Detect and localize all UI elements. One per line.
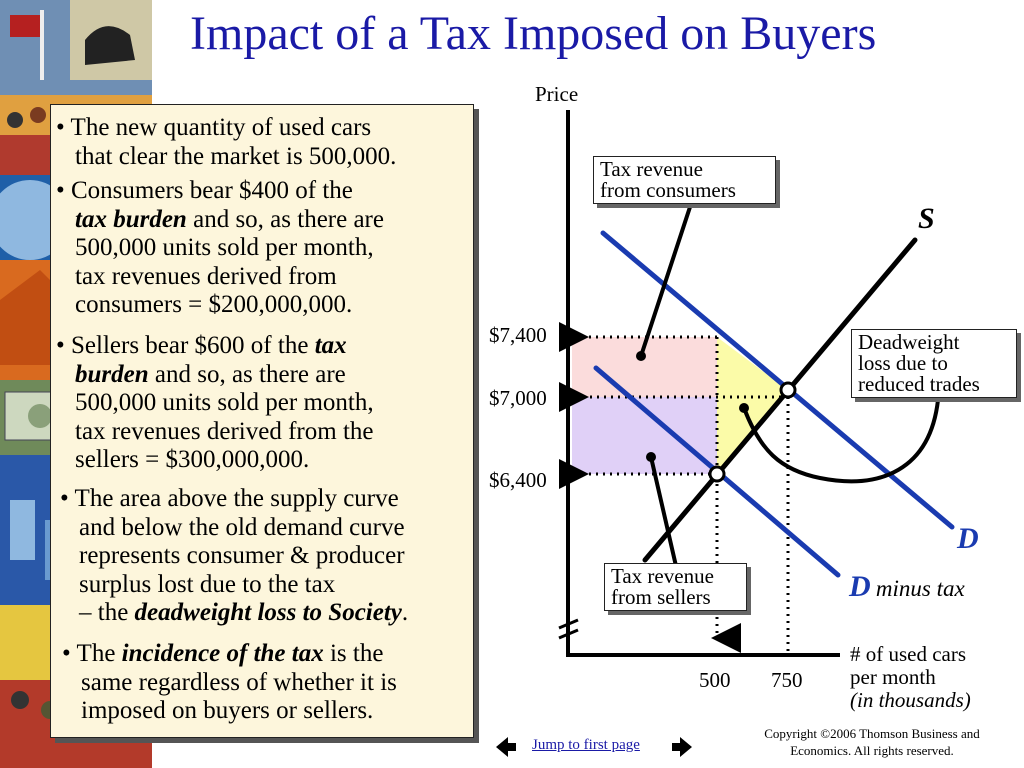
callout-tax-revenue-consumers: Tax revenue from consumers [593, 156, 776, 204]
bullet-tax-incidence: • The incidence of the tax is the same r… [62, 640, 397, 726]
pre-tax-equilibrium-point [779, 381, 797, 399]
bullet-new-quantity: • The new quantity of used cars that cle… [56, 114, 396, 171]
price-tick-7400: $7,400 [489, 323, 547, 347]
incidence-term: incidence of the tax [121, 640, 324, 667]
callout-line: Tax revenue [600, 157, 703, 181]
callout-line: loss due to [858, 351, 948, 375]
tax-burden-term: tax burden [75, 205, 187, 233]
consumer-callout-dot [636, 351, 646, 361]
bullet-line: tax revenues derived from the [75, 417, 374, 445]
jump-to-first-page-link[interactable]: Jump to first page [532, 737, 640, 753]
price-tick-7000: $7,000 [489, 386, 547, 410]
axes [566, 110, 840, 657]
bullet-line: that clear the market is 500,000. [75, 142, 397, 170]
bullet-line: 500,000 units sold per month, [75, 389, 374, 416]
tax-term: tax [314, 332, 347, 359]
callout-line: from consumers [600, 178, 736, 202]
bullet-line: and below the old demand curve [79, 513, 405, 541]
x-axis-label: # of used cars per month (in thousands) [850, 643, 971, 712]
bullet-text: is the [323, 640, 384, 667]
bullet-line: surplus lost due to the tax [79, 570, 336, 598]
bullet-deadweight-loss: • The area above the supply curve and be… [60, 485, 408, 628]
demand-minus-tax-suffix: minus tax [875, 576, 965, 601]
page-title: Impact of a Tax Imposed on Buyers [190, 7, 877, 60]
bullet-sellers-burden: • Sellers bear $600 of the tax burden an… [56, 332, 374, 475]
bullet-panel [50, 104, 474, 738]
consumer-callout-pointer [639, 205, 692, 358]
bullet-consumers-burden: • Consumers bear $400 of the tax burden … [56, 177, 384, 320]
deadweight-callout-pointer [742, 398, 940, 484]
dotted-guides [559, 322, 790, 653]
seller-callout-dot [646, 452, 656, 462]
bullet-line: • Consumers bear $400 of the [56, 177, 353, 204]
y-axis-label: Price [535, 82, 579, 106]
seller-callout-pointer [649, 455, 678, 568]
bullet-text: . [401, 599, 409, 626]
callout-deadweight-loss: Deadweight loss due to reduced trades [851, 329, 1017, 398]
price-tick-6400: $6,400 [489, 468, 547, 492]
x-axis-unit: (in thousands) [850, 688, 971, 712]
supply-curve [642, 237, 918, 563]
deadweight-term: deadweight loss to Society [134, 599, 402, 626]
callout-line: Tax revenue [611, 564, 714, 588]
bullet-line: • The new quantity of used cars [56, 114, 372, 141]
copyright-notice: Copyright ©2006 Thomson Business and Eco… [742, 725, 1002, 759]
quantity-tick-500: 500 [699, 668, 731, 692]
bullet-line: consumers = $200,000,000. [75, 291, 353, 318]
bullet-line: tax burden and so, as there are [56, 206, 384, 235]
bullet-text: and so, as there are [186, 205, 384, 233]
copyright-line: Copyright ©2006 Thomson Business and [764, 726, 980, 741]
bullet-line: represents consumer & producer [79, 542, 405, 569]
burden-term: burden [75, 360, 149, 388]
bullet-line: imposed on buyers or sellers. [81, 697, 374, 724]
x-axis-label-line: # of used cars [850, 642, 967, 666]
bullet-line: – the deadweight loss to Society. [60, 599, 408, 628]
x-axis-label-line: per month [850, 665, 936, 689]
bullet-line: • Sellers bear $600 of the tax [56, 332, 374, 361]
bullet-text: – the [79, 599, 135, 626]
previous-arrow-icon[interactable] [494, 735, 518, 759]
deadweight-loss-area [717, 337, 788, 474]
bullet-line: • The area above the supply curve [60, 485, 399, 512]
axis-break [558, 618, 579, 640]
bullet-line: 500,000 units sold per month, [75, 234, 374, 261]
callout-line: from sellers [611, 585, 711, 609]
bullet-line: burden and so, as there are [56, 361, 374, 390]
bullet-text: • Sellers bear $600 of the [56, 332, 315, 359]
next-arrow-icon[interactable] [670, 735, 694, 759]
callout-line: Deadweight [858, 330, 960, 354]
callout-pointers [639, 205, 940, 568]
bullet-line: tax revenues derived from [75, 262, 337, 290]
bullet-text: and so, as there are [148, 360, 346, 388]
bullet-line: sellers = $300,000,000. [75, 446, 310, 473]
post-tax-equilibrium-point [708, 465, 726, 483]
quantity-tick-750: 750 [771, 668, 803, 692]
supply-curve-label: S [918, 202, 935, 235]
bullet-line: • The incidence of the tax is the [62, 640, 397, 669]
deadweight-callout-dot [739, 403, 749, 413]
bullet-line: same regardless of whether it is [81, 668, 397, 696]
callout-tax-revenue-sellers: Tax revenue from sellers [604, 563, 747, 611]
demand-curve-label: D [957, 522, 979, 555]
demand-curve [600, 230, 955, 530]
copyright-line: Economics. All rights reserved. [790, 743, 954, 758]
callout-line: reduced trades [858, 372, 980, 396]
demand-minus-tax-label: D minus tax [849, 570, 965, 604]
demand-minus-tax-letter: D [849, 570, 871, 603]
bullet-text: • The [62, 640, 122, 667]
